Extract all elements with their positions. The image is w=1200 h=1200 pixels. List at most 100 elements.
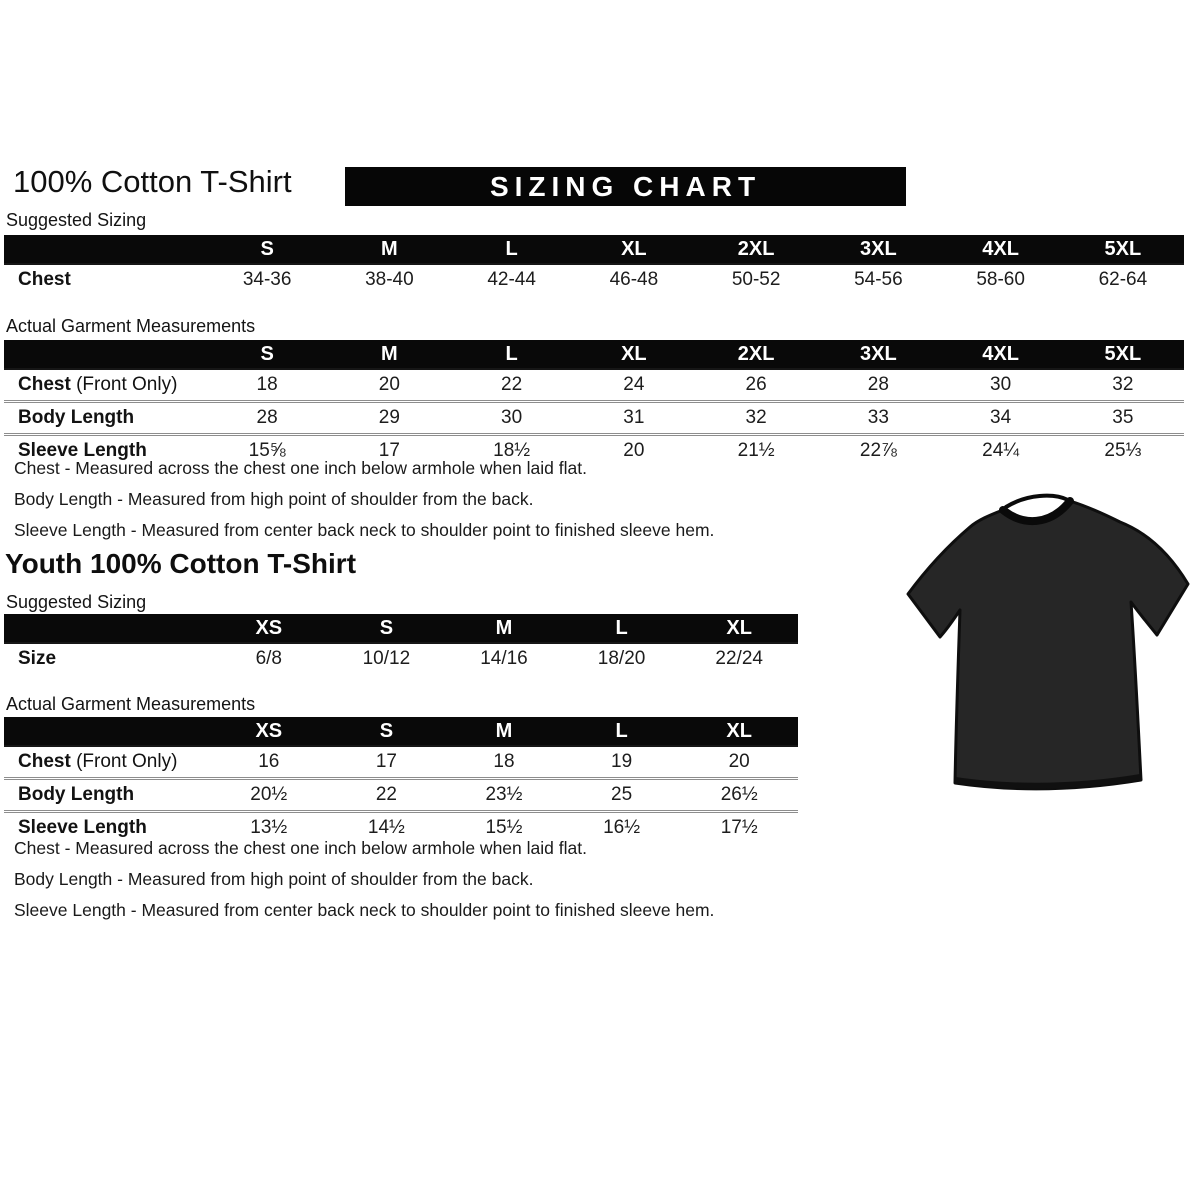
- youth-actual-measurements-table: XS S M L XL Chest (Front Only) 16 17 18 …: [4, 717, 798, 843]
- cell: 42-44: [487, 269, 536, 290]
- cell: 22/24: [715, 648, 763, 669]
- cell: 18: [206, 369, 329, 403]
- cell: 34: [939, 401, 1062, 436]
- row-label: Size: [18, 648, 57, 669]
- cell: 6/8: [255, 648, 282, 669]
- table-header-row: S M L XL 2XL 3XL 4XL 5XL: [4, 235, 1184, 265]
- cell: 22⅞: [859, 440, 897, 461]
- cell: 18½: [493, 440, 531, 461]
- cell: 21½: [737, 440, 775, 461]
- youth-suggested-sizing-label: Suggested Sizing: [6, 592, 147, 612]
- cell: 16: [210, 746, 328, 780]
- youth-measurement-notes: Chest - Measured across the chest one in…: [14, 838, 714, 931]
- cell: 16½: [603, 817, 641, 838]
- header-cell-blank: [4, 717, 210, 747]
- cell: 15⅝: [248, 440, 286, 461]
- cell: 13½: [250, 817, 288, 838]
- header-cell-blank: [4, 614, 210, 644]
- youth-section-title: Youth 100% Cotton T-Shirt: [5, 548, 357, 579]
- cell: 32: [695, 401, 818, 436]
- cell: 38-40: [365, 269, 414, 290]
- cell: 18: [445, 746, 563, 780]
- page-title: 100% Cotton T-Shirt: [13, 164, 292, 199]
- header-cell-5xl: 5XL: [1061, 340, 1184, 370]
- table-row-body-length: Body Length 28 29 30 31 32 33 34 35: [4, 401, 1184, 436]
- table-header-row: XS S M L XL: [4, 614, 798, 644]
- cell: 14½: [367, 817, 405, 838]
- table-header-row: XS S M L XL: [4, 717, 798, 747]
- header-cell-4xl: 4XL: [939, 340, 1062, 370]
- cell: 22: [450, 369, 573, 403]
- header-cell-s: S: [327, 614, 446, 644]
- row-label: Body Length: [4, 778, 210, 813]
- cell: 33: [817, 401, 940, 436]
- note-body-length: Body Length - Measured from high point o…: [14, 489, 534, 509]
- header-cell-xl: XL: [572, 235, 695, 265]
- header-cell-l: L: [562, 717, 681, 747]
- youth-actual-measurements-label: Actual Garment Measurements: [6, 694, 256, 714]
- adult-actual-measurements-table: S M L XL 2XL 3XL 4XL 5XL Chest (Front On…: [4, 340, 1184, 466]
- cell: 30: [450, 401, 573, 436]
- cell: 17: [378, 440, 400, 461]
- cell: 17½: [720, 817, 758, 838]
- header-cell-xs: XS: [210, 717, 328, 747]
- cell: 24¼: [982, 440, 1020, 461]
- adult-suggested-sizing-label: Suggested Sizing: [6, 210, 147, 230]
- cell: 29: [328, 401, 451, 436]
- header-cell-s: S: [206, 340, 329, 370]
- cell: 26: [695, 369, 818, 403]
- row-label: Sleeve Length: [18, 817, 147, 838]
- row-label: Chest (Front Only): [4, 369, 206, 403]
- sizing-chart-banner: SIZING CHART: [345, 167, 906, 206]
- header-cell-s: S: [327, 717, 446, 747]
- row-label: Chest: [18, 269, 71, 290]
- row-label: Chest (Front Only): [4, 746, 210, 780]
- header-cell-m: M: [445, 717, 563, 747]
- header-cell-blank: [4, 340, 206, 370]
- header-cell-4xl: 4XL: [939, 235, 1062, 265]
- adult-suggested-sizing-table: S M L XL 2XL 3XL 4XL 5XL Chest 34-36 38-…: [4, 235, 1184, 295]
- cell: 46-48: [609, 269, 659, 290]
- cell: 32: [1061, 369, 1184, 403]
- table-row-body-length: Body Length 20½ 22 23½ 25 26½: [4, 778, 798, 813]
- header-cell-m: M: [328, 235, 451, 265]
- table-row-size: Size 6/8 10/12 14/16 18/20 22/24: [4, 643, 798, 674]
- cell: 20: [328, 369, 451, 403]
- row-label: Body Length: [4, 401, 206, 436]
- black-tshirt-graphic: [906, 493, 1190, 791]
- note-chest: Chest - Measured across the chest one in…: [14, 838, 587, 858]
- header-cell-xl: XL: [680, 614, 798, 644]
- header-cell-l: L: [450, 340, 573, 370]
- cell: 25: [562, 778, 681, 813]
- cell: 62-64: [1098, 269, 1148, 290]
- cell: 20: [680, 746, 798, 780]
- note-body-length: Body Length - Measured from high point o…: [14, 869, 534, 889]
- header-cell-2xl: 2XL: [695, 235, 818, 265]
- cell: 28: [206, 401, 329, 436]
- cell: 14/16: [480, 648, 528, 669]
- table-row-chest: Chest 34-36 38-40 42-44 46-48 50-52 54-5…: [4, 264, 1184, 295]
- adult-measurement-notes: Chest - Measured across the chest one in…: [14, 458, 714, 551]
- cell: 20: [623, 440, 645, 461]
- header-cell-3xl: 3XL: [817, 340, 940, 370]
- header-cell-m: M: [328, 340, 451, 370]
- header-cell-l: L: [450, 235, 573, 265]
- adult-actual-measurements-label: Actual Garment Measurements: [6, 316, 256, 336]
- cell: 15½: [485, 817, 523, 838]
- header-cell-xl: XL: [680, 717, 798, 747]
- header-cell-m: M: [445, 614, 563, 644]
- cell: 25⅓: [1104, 440, 1142, 461]
- cell: 54-56: [854, 269, 903, 290]
- cell: 28: [817, 369, 940, 403]
- table-header-row: S M L XL 2XL 3XL 4XL 5XL: [4, 340, 1184, 370]
- cell: 58-60: [976, 269, 1025, 290]
- cell: 23½: [445, 778, 563, 813]
- header-cell-xs: XS: [210, 614, 328, 644]
- cell: 26½: [680, 778, 798, 813]
- table-row-sleeve-length: Sleeve Length 13½ 14½ 15½ 16½ 17½: [4, 812, 798, 844]
- note-chest: Chest - Measured across the chest one in…: [14, 458, 587, 478]
- cell: 34-36: [242, 269, 292, 290]
- header-cell-blank: [4, 235, 206, 265]
- header-cell-s: S: [206, 235, 329, 265]
- note-sleeve-length: Sleeve Length - Measured from center bac…: [14, 520, 715, 540]
